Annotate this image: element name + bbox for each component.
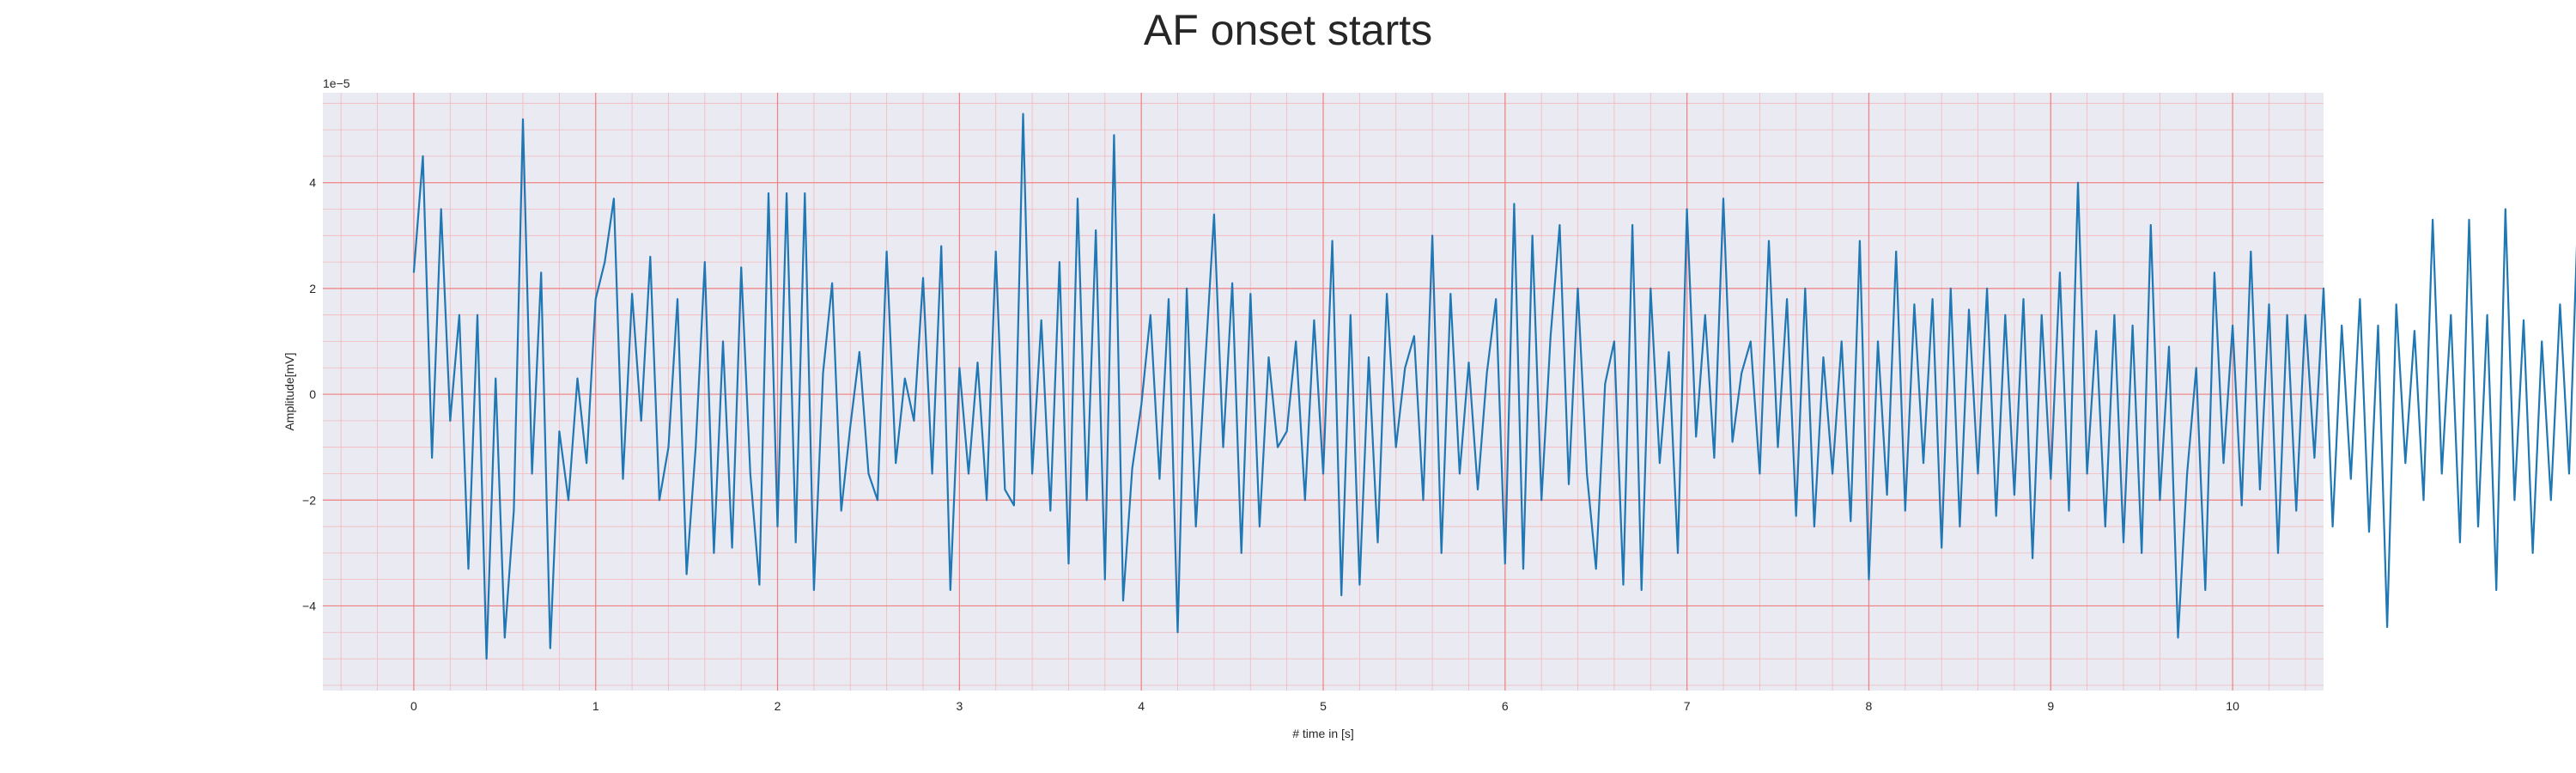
y-tick-label: 4 [309,176,316,190]
x-tick-label: 5 [1320,699,1327,713]
x-tick-labels: 0 1 2 3 4 5 6 7 8 9 10 [410,699,2239,713]
y-tick-label: 0 [309,387,316,401]
x-axis-label: # time in [s] [1292,727,1354,740]
x-tick-label: 8 [1866,699,1873,713]
x-tick-label: 2 [775,699,781,713]
series-line-signal [412,113,2576,660]
x-tick-label: 7 [1684,699,1691,713]
chart-title: AF onset starts [1143,6,1433,54]
y-tick-labels: −4 −2 0 2 4 [302,176,316,613]
x-tick-label: 4 [1138,699,1145,713]
y-offset-label: 1e−5 [323,76,350,90]
y-axis-label: Amplitude[mV] [283,352,296,430]
y-tick-label: −2 [302,493,316,507]
x-tick-label: 3 [956,699,963,713]
x-tick-label: 9 [2047,699,2054,713]
y-tick-label: 2 [309,282,316,295]
x-tick-label: 1 [592,699,599,713]
x-tick-label: 0 [410,699,417,713]
y-tick-label: −4 [302,599,316,612]
x-tick-label: 10 [2226,699,2239,713]
x-tick-label: 6 [1502,699,1509,713]
